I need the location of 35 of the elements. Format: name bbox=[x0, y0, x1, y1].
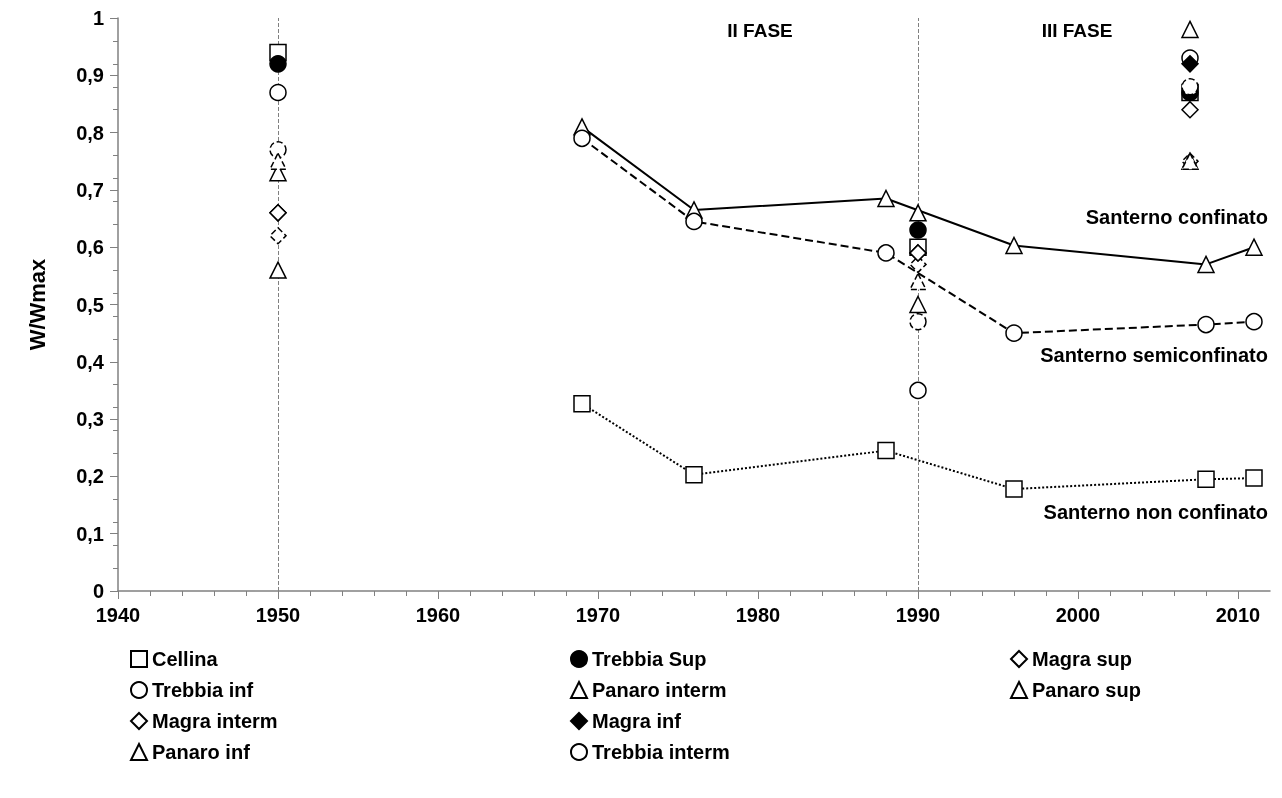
series-label: Santerno confinato bbox=[1085, 206, 1268, 229]
y-tick-label: 0,3 bbox=[76, 408, 104, 431]
legend-label: Panaro interm bbox=[592, 679, 727, 701]
annotation: II FASE bbox=[727, 19, 793, 41]
y-tick-label: 0,8 bbox=[76, 121, 104, 144]
legend-label: Trebbia inf bbox=[152, 679, 254, 701]
legend-label: Trebbia interm bbox=[592, 741, 730, 763]
series-label: Santerno non confinato bbox=[1043, 500, 1268, 523]
legend-label: Magra interm bbox=[152, 710, 278, 732]
legend-label: Panaro inf bbox=[152, 741, 251, 763]
x-tick-label: 2010 bbox=[1215, 604, 1261, 626]
y-tick-label: 1 bbox=[92, 7, 104, 29]
y-tick-label: 0,4 bbox=[76, 350, 105, 373]
legend-label: Trebbia Sup bbox=[592, 648, 707, 670]
annotation: III FASE bbox=[1041, 19, 1113, 41]
x-tick-label: 1980 bbox=[735, 604, 781, 626]
x-tick-label: 1950 bbox=[255, 604, 301, 626]
legend-label: Panaro sup bbox=[1032, 679, 1141, 701]
y-tick-label: 0 bbox=[92, 580, 104, 602]
legend-label: Magra sup bbox=[1032, 648, 1133, 670]
x-tick-label: 1990 bbox=[895, 604, 941, 626]
y-tick-label: 0,9 bbox=[76, 64, 104, 87]
y-tick-label: 0,1 bbox=[76, 522, 104, 545]
series-label: Santerno semiconfinato bbox=[1040, 344, 1268, 367]
y-tick-label: 0,2 bbox=[76, 465, 104, 488]
y-tick-label: 0,5 bbox=[76, 293, 104, 316]
x-tick-label: 1970 bbox=[575, 604, 621, 626]
legend-label: Cellina bbox=[152, 648, 219, 670]
y-tick-label: 0,7 bbox=[76, 178, 104, 201]
legend-label: Magra inf bbox=[592, 710, 682, 732]
y-axis-title: W/Wmax bbox=[24, 257, 50, 351]
x-tick-label: 1960 bbox=[415, 604, 461, 626]
x-tick-label: 1940 bbox=[95, 604, 141, 626]
x-tick-label: 2000 bbox=[1055, 604, 1101, 626]
y-tick-label: 0,6 bbox=[76, 236, 104, 259]
